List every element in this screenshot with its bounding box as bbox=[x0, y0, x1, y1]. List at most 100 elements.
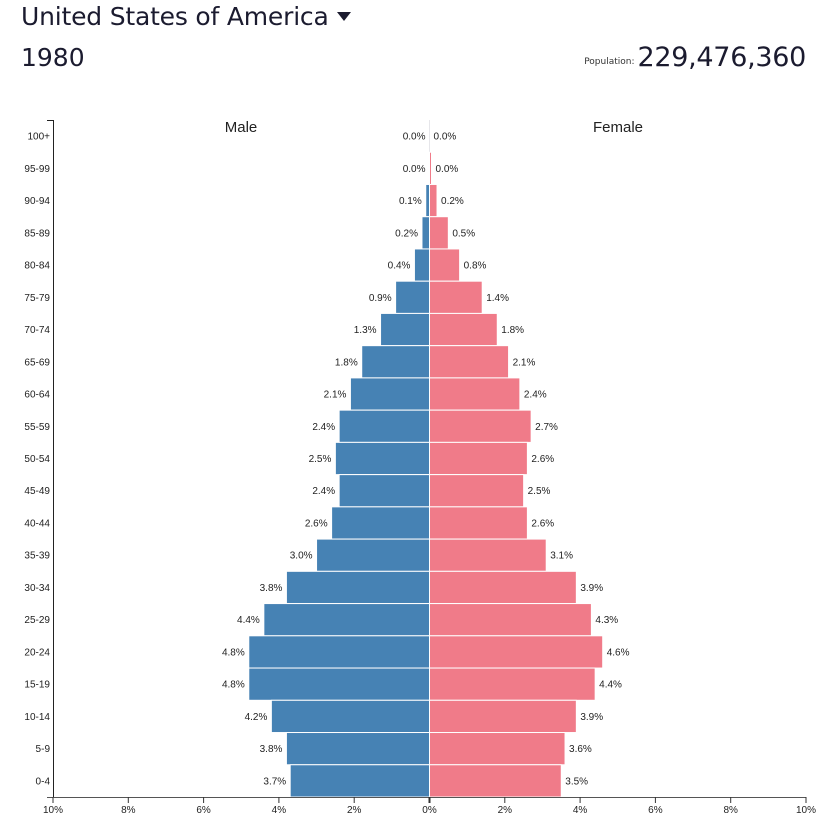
bar-male-55-59 bbox=[338, 409, 431, 443]
bar-female-80-84 bbox=[429, 248, 461, 282]
bar-label-female-55-59: 2.7% bbox=[535, 422, 558, 433]
bar-female-25-29 bbox=[429, 603, 592, 637]
bar-label-male-90-94: 0.1% bbox=[399, 196, 422, 207]
y-tick-label-25-29: 25-29 bbox=[24, 615, 50, 626]
x-axis: 10% 8% 6% 4% 2% 0% 2% 4% 6% 8% 10% bbox=[43, 797, 816, 816]
bar-male-5-9 bbox=[285, 732, 430, 766]
bar-female-15-19 bbox=[429, 667, 596, 701]
bar-label-male-75-79: 0.9% bbox=[369, 293, 392, 304]
bar-label-male-35-39: 3.0% bbox=[290, 551, 313, 562]
bar-label-female-25-29: 4.3% bbox=[595, 615, 618, 626]
bar-female-75-79 bbox=[429, 280, 483, 314]
y-tick-label-55-59: 55-59 bbox=[24, 422, 50, 433]
bar-male-65-69 bbox=[361, 345, 431, 379]
bar-label-male-15-19: 4.8% bbox=[222, 680, 245, 691]
bar-label-male-50-54: 2.5% bbox=[309, 454, 332, 465]
bar-male-60-64 bbox=[349, 377, 430, 411]
bar-label-male-40-44: 2.6% bbox=[305, 518, 328, 529]
bar-female-55-59 bbox=[429, 409, 532, 443]
y-tick-label-20-24: 20-24 bbox=[24, 647, 50, 658]
bar-label-female-85-89: 0.5% bbox=[452, 228, 475, 239]
bar-label-female-60-64: 2.4% bbox=[524, 390, 547, 401]
bar-male-80-84 bbox=[413, 248, 431, 282]
bar-male-50-54 bbox=[334, 441, 430, 476]
y-tick-label-0-4: 0-4 bbox=[36, 776, 51, 787]
x-tick-label: 4% bbox=[573, 805, 588, 816]
bar-male-30-34 bbox=[285, 570, 430, 605]
bar-label-female-15-19: 4.4% bbox=[599, 680, 622, 691]
bar-label-female-70-74: 1.8% bbox=[501, 325, 524, 336]
bar-female-40-44 bbox=[429, 506, 528, 540]
bar-male-0-4 bbox=[289, 764, 430, 798]
bar-female-5-9 bbox=[429, 732, 566, 766]
bar-label-male-85-89: 0.2% bbox=[395, 228, 418, 239]
bar-label-male-60-64: 2.1% bbox=[324, 390, 347, 401]
y-tick-label-5-9: 5-9 bbox=[36, 744, 51, 755]
bar-male-15-19 bbox=[248, 667, 430, 701]
bar-label-male-100+: 0.0% bbox=[403, 132, 426, 143]
bar-label-female-50-54: 2.6% bbox=[531, 454, 554, 465]
bar-male-45-49 bbox=[338, 474, 431, 508]
population-label: Population: bbox=[584, 57, 635, 67]
bar-female-65-69 bbox=[429, 345, 510, 379]
bar-male-75-79 bbox=[395, 280, 430, 314]
bar-female-10-14 bbox=[429, 699, 577, 734]
bar-label-male-45-49: 2.4% bbox=[312, 486, 335, 497]
bar-label-female-40-44: 2.6% bbox=[531, 518, 554, 529]
country-selector[interactable]: United States of America bbox=[21, 2, 351, 31]
bar-female-35-39 bbox=[429, 538, 547, 572]
x-tick-label: 2% bbox=[347, 805, 362, 816]
x-tick-label: 6% bbox=[196, 805, 211, 816]
y-tick-label-60-64: 60-64 bbox=[24, 390, 50, 401]
bar-label-female-20-24: 4.6% bbox=[607, 647, 630, 658]
y-tick-label-10-14: 10-14 bbox=[24, 712, 50, 723]
bar-label-male-70-74: 1.3% bbox=[354, 325, 377, 336]
bar-label-male-20-24: 4.8% bbox=[222, 647, 245, 658]
y-tick-label-95-99: 95-99 bbox=[24, 164, 50, 175]
bar-female-50-54 bbox=[429, 441, 528, 476]
bar-label-male-80-84: 0.4% bbox=[388, 261, 411, 272]
bar-female-0-4 bbox=[429, 764, 562, 798]
y-tick-label-100+: 100+ bbox=[27, 132, 50, 143]
y-tick-label-90-94: 90-94 bbox=[24, 196, 50, 207]
y-tick-label-35-39: 35-39 bbox=[24, 551, 50, 562]
caret-down-icon[interactable] bbox=[336, 11, 351, 21]
y-tick-label-75-79: 75-79 bbox=[24, 293, 50, 304]
bar-label-female-65-69: 2.1% bbox=[513, 357, 536, 368]
bar-female-85-89 bbox=[429, 216, 449, 250]
y-tick-label-80-84: 80-84 bbox=[24, 261, 50, 272]
bar-label-female-45-49: 2.5% bbox=[528, 486, 551, 497]
bar-male-85-89 bbox=[421, 216, 431, 250]
bar-female-20-24 bbox=[429, 635, 604, 669]
bar-label-male-5-9: 3.8% bbox=[260, 744, 283, 755]
y-tick-label-40-44: 40-44 bbox=[24, 518, 50, 529]
bars-group bbox=[248, 120, 604, 798]
x-tick-label: 0% bbox=[422, 805, 437, 816]
bar-label-female-30-34: 3.9% bbox=[580, 583, 603, 594]
y-tick-label-50-54: 50-54 bbox=[24, 454, 50, 465]
population-value: 229,476,360 bbox=[637, 42, 807, 73]
y-tick-label-30-34: 30-34 bbox=[24, 583, 50, 594]
country-name: United States of America bbox=[21, 2, 329, 31]
x-tick-label: 6% bbox=[648, 805, 663, 816]
bar-label-female-35-39: 3.1% bbox=[550, 551, 573, 562]
y-axis-line bbox=[47, 120, 54, 797]
bar-label-male-10-14: 4.2% bbox=[245, 712, 268, 723]
bar-label-male-25-29: 4.4% bbox=[237, 615, 260, 626]
bar-label-female-0-4: 3.5% bbox=[565, 776, 588, 787]
bar-male-35-39 bbox=[316, 538, 430, 572]
bar-label-male-65-69: 1.8% bbox=[335, 357, 358, 368]
bar-label-female-10-14: 3.9% bbox=[580, 712, 603, 723]
y-tick-label-70-74: 70-74 bbox=[24, 325, 50, 336]
x-tick-label: 10% bbox=[796, 805, 816, 816]
bar-label-female-80-84: 0.8% bbox=[464, 261, 487, 272]
legend-male: Male bbox=[225, 119, 258, 136]
bar-label-male-95-99: 0.0% bbox=[403, 164, 426, 175]
bar-male-25-29 bbox=[263, 603, 430, 637]
x-tick-label: 2% bbox=[498, 805, 513, 816]
y-tick-label-15-19: 15-19 bbox=[24, 680, 50, 691]
bar-label-male-30-34: 3.8% bbox=[260, 583, 283, 594]
bar-label-female-95-99: 0.0% bbox=[436, 164, 459, 175]
bar-label-female-5-9: 3.6% bbox=[569, 744, 592, 755]
